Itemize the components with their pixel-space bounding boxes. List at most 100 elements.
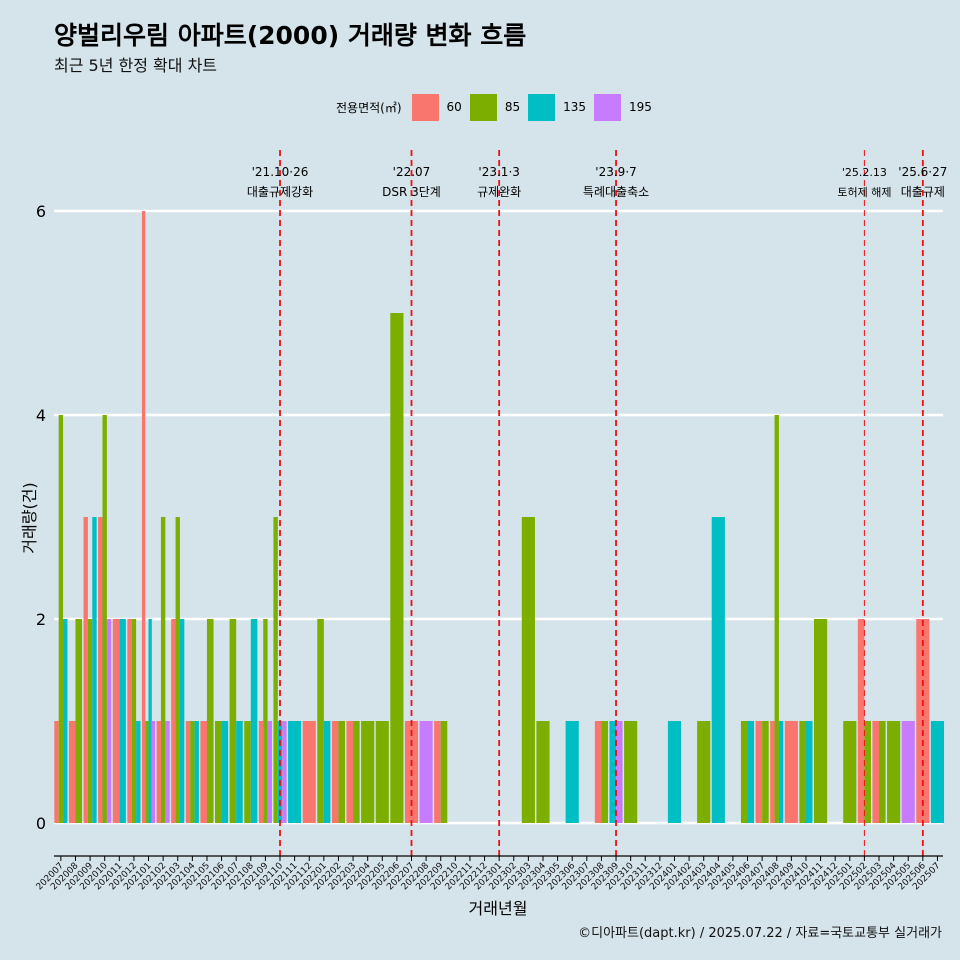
- event-date-label: '23.9·7: [595, 165, 636, 179]
- bar-135-202408: [778, 721, 784, 823]
- bar-85-202410: [799, 721, 806, 823]
- bar-85-202010: [102, 415, 107, 823]
- bar-60-202105: [200, 721, 207, 823]
- bar-195-202109: [267, 721, 272, 823]
- bar-85-202204: [361, 721, 375, 823]
- bar-60-202008: [68, 721, 76, 823]
- bar-135-202108: [250, 619, 258, 823]
- bar-60-202007: [54, 721, 59, 823]
- legend-title: 전용면적(㎡): [336, 100, 402, 115]
- y-tick-label: 4: [36, 406, 46, 425]
- bar-85-202406: [740, 721, 748, 823]
- bar-85-202102: [160, 517, 166, 823]
- legend-swatch-195: [594, 93, 621, 121]
- bar-60-202202: [331, 721, 339, 823]
- event-date-label: '21.10·26: [252, 165, 309, 179]
- event-date-label: '23.1·3: [478, 165, 519, 179]
- bar-85-202206: [390, 313, 404, 823]
- bar-85-202203: [353, 721, 360, 823]
- bar-60-202102: [156, 721, 161, 823]
- bar-85-202303: [521, 517, 535, 823]
- event-name-label: 대출규제: [901, 185, 945, 199]
- event-name-label: 토허제 해제: [837, 185, 891, 199]
- bar-195-202102: [165, 721, 170, 823]
- bar-135-202410: [805, 721, 813, 823]
- bar-60-202209: [434, 721, 441, 823]
- bar-135-202009: [92, 517, 97, 823]
- bar-60-202407: [755, 721, 763, 823]
- bar-135-202007: [63, 619, 68, 823]
- bar-85-202012: [131, 619, 137, 823]
- legend-label-195: 195: [629, 100, 652, 114]
- bar-85-202008: [75, 619, 83, 823]
- bar-85-202107: [229, 619, 237, 823]
- legend-label-135: 135: [563, 100, 586, 114]
- bar-60-202010: [98, 517, 103, 823]
- bar-85-202009: [87, 619, 93, 823]
- bar-85-202110: [273, 517, 278, 823]
- legend-item-195: 195: [594, 93, 652, 121]
- bar-85-202502: [864, 721, 871, 823]
- legend-item-60: 60: [411, 93, 462, 121]
- bar-60-202011: [112, 619, 120, 823]
- bar-135-202104: [194, 721, 199, 823]
- bar-60-202009: [83, 517, 88, 823]
- bar-135-202306: [565, 721, 579, 823]
- legend-swatch-60: [411, 93, 439, 121]
- bar-60-202104: [185, 721, 191, 823]
- bar-85-202205: [375, 721, 389, 823]
- legend-label-60: 60: [446, 100, 462, 114]
- event-annotations: '21.10·26 대출규제강화 '22.07 DSR 3단계 '23.1·3 규제완화 '…: [247, 150, 947, 856]
- bar-135-202106: [221, 721, 229, 823]
- event-name-label: 규제완화: [477, 185, 521, 199]
- bar-85-202411: [813, 619, 828, 823]
- bar-135-202111: [288, 721, 302, 823]
- event-name-label: DSR 3단계: [382, 185, 441, 199]
- bar-85-202209: [440, 721, 448, 823]
- bar-135-202103: [179, 619, 185, 823]
- y-tick-label: 2: [36, 610, 46, 629]
- bar-60-202109: [258, 721, 264, 823]
- event-date-label: '25.6·27: [898, 165, 947, 179]
- bar-60-202103: [171, 619, 176, 823]
- bar-85-202504: [887, 721, 901, 823]
- bar-135-202404: [711, 517, 725, 823]
- event-date-label: '25.2.13: [842, 166, 887, 179]
- bar-85-202201: [317, 619, 324, 823]
- bar-135-202401: [667, 721, 682, 823]
- source-caption: ©디아파트(dapt.kr) / 2025.07.22 / 자료=국토교통부 실…: [578, 926, 942, 941]
- bar-195-202208: [419, 721, 433, 823]
- bar-60-202503: [872, 721, 880, 823]
- bar-85-202007: [58, 415, 64, 823]
- bar-135-202309: [609, 721, 617, 823]
- event-name-label: 특례대출축소: [583, 185, 649, 199]
- bar-135-202201: [323, 721, 331, 823]
- bar-85-202101: [145, 721, 149, 823]
- bar-60-202012: [127, 619, 132, 823]
- bar-195-202505: [901, 721, 915, 823]
- bar-85-202103: [175, 517, 180, 823]
- bar-85-202108: [244, 721, 251, 823]
- bar-60-202408: [770, 721, 775, 823]
- x-axis-label: 거래년월: [469, 899, 528, 918]
- legend-item-85: 85: [469, 93, 521, 121]
- bar-85-202501: [843, 721, 857, 823]
- bar-85-202106: [214, 721, 222, 823]
- y-tick-label: 0: [36, 814, 46, 833]
- bar-135-202011: [119, 619, 126, 823]
- bar-135-202406: [747, 721, 755, 823]
- y-tick-label: 6: [36, 202, 46, 221]
- bar-195-202101: [151, 721, 156, 823]
- bar-85-202403: [697, 721, 711, 823]
- bar-195-202309: [616, 721, 623, 823]
- event-date-label: '22.07: [393, 165, 431, 179]
- bar-85-202503: [879, 721, 886, 823]
- bar-85-202304: [536, 721, 550, 823]
- chart-subtitle: 최근 5년 한정 확대 차트: [54, 56, 218, 75]
- legend-label-85: 85: [504, 100, 521, 114]
- bar-60-202308: [594, 721, 602, 823]
- legend-item-135: 135: [528, 93, 586, 121]
- legend: 전용면적(㎡) 60 85 135 195: [336, 93, 660, 121]
- y-axis-label: 거래량(건): [20, 482, 39, 553]
